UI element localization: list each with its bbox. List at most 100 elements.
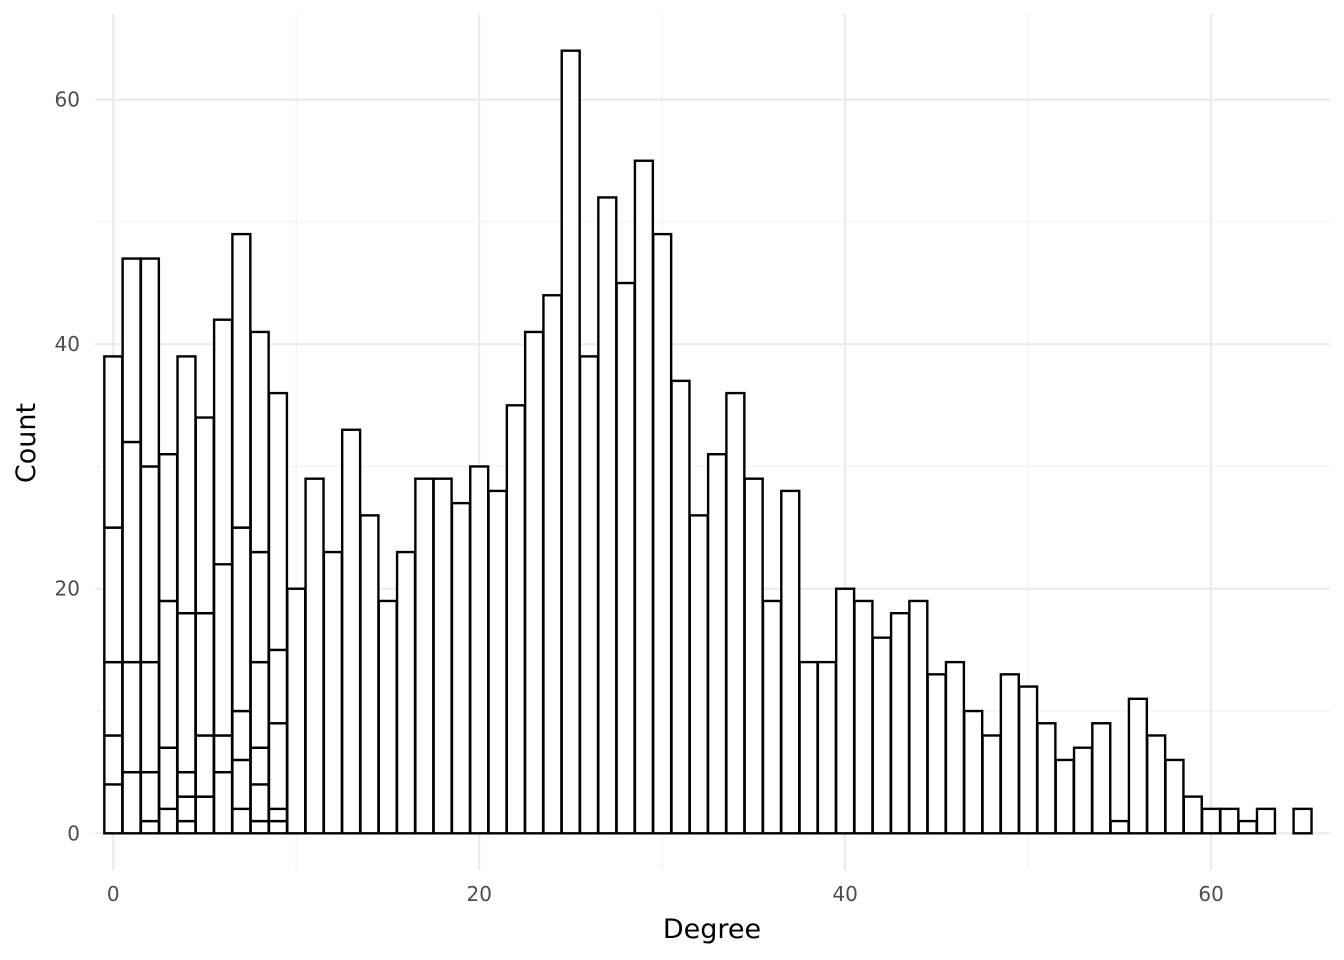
histogram-bar (926, 673, 947, 835)
histogram-bar-segment (212, 563, 234, 737)
histogram-bar-segment (194, 734, 215, 798)
histogram-bar (944, 660, 966, 835)
histogram-bar (963, 709, 984, 835)
histogram-bar (743, 477, 764, 835)
histogram-bar (542, 294, 563, 835)
histogram-bar-segment (212, 734, 234, 774)
histogram-bar (706, 453, 728, 835)
histogram-bar-segment (267, 391, 289, 652)
histogram-bar-segment (121, 257, 142, 444)
histogram-bar-segment (139, 465, 161, 664)
y-tick-label: 0 (67, 821, 80, 845)
histogram-bar (1072, 746, 1094, 835)
histogram-bar-segment (158, 599, 179, 749)
y-tick-label: 20 (55, 577, 80, 601)
x-tick-labels: 0 20 40 60 (107, 882, 1224, 906)
histogram-bar (853, 599, 874, 835)
histogram-bar (834, 587, 856, 835)
histogram-bar-segment (194, 795, 215, 835)
histogram-bar (1219, 807, 1240, 835)
histogram-bar (999, 673, 1020, 835)
histogram-bar-segment (267, 722, 289, 811)
histogram-bar (578, 355, 600, 835)
y-tick-labels: 0 20 40 60 (55, 88, 80, 846)
x-tick-label: 60 (1198, 882, 1223, 906)
histogram-bar (322, 550, 344, 835)
histogram-bar (487, 489, 508, 835)
bars-group (103, 49, 1313, 835)
histogram-bar (505, 404, 526, 835)
histogram-bar-segment (139, 770, 161, 823)
y-tick-label: 40 (55, 332, 80, 356)
histogram-bar-segment (231, 758, 252, 811)
histogram-bar-segment (176, 819, 197, 835)
histogram-bar-segment (103, 734, 124, 786)
histogram-bar (688, 514, 709, 835)
histogram-bar-segment (158, 453, 179, 603)
histogram-bar-segment (121, 440, 142, 664)
x-tick-label: 40 (832, 882, 857, 906)
histogram-bar (469, 465, 490, 835)
histogram-bar (1017, 685, 1039, 835)
histogram-bar (725, 391, 746, 835)
histogram-bar-segment (212, 770, 234, 835)
histogram-bar-segment (194, 416, 215, 615)
histogram-bar (1054, 758, 1075, 835)
histogram-bar (359, 514, 380, 835)
x-tick-label: 20 (466, 882, 491, 906)
histogram-bar (1127, 697, 1149, 835)
histogram-bar (1091, 722, 1112, 835)
histogram-bar-segment (231, 709, 252, 762)
histogram-bar (889, 612, 911, 835)
histogram-bar-segment (249, 783, 270, 823)
histogram-bar (615, 281, 636, 835)
y-tick-label: 60 (55, 88, 80, 112)
histogram-bar-segment (249, 746, 270, 786)
histogram-bar (1036, 722, 1057, 835)
histogram-bar-segment (103, 783, 124, 835)
histogram-bar (908, 599, 929, 835)
histogram-bar (597, 196, 618, 835)
histogram-bar (523, 330, 545, 835)
histogram-bar (414, 477, 435, 835)
histogram-bar (816, 660, 838, 835)
y-axis-title: Count (11, 403, 42, 483)
histogram-bar (1182, 795, 1203, 835)
histogram-bar (633, 159, 655, 835)
histogram-bar (1146, 734, 1167, 835)
histogram-bar-segment (267, 819, 289, 835)
histogram-bar (871, 636, 892, 835)
histogram-bar-segment (158, 746, 179, 811)
histogram-bar-segment (212, 318, 234, 566)
x-axis-title: Degree (663, 914, 761, 945)
histogram-bar (1237, 819, 1258, 835)
histogram-bar (286, 587, 307, 835)
histogram-bar-segment (231, 526, 252, 713)
histogram-bar (304, 477, 325, 835)
histogram-bar-segment (103, 355, 124, 529)
histogram-bar-segment (267, 648, 289, 725)
histogram-bar (1255, 807, 1277, 835)
histogram-bar-segment (249, 660, 270, 749)
histogram-bar (340, 428, 362, 835)
histogram-bar (1109, 819, 1130, 835)
histogram-bar-segment (249, 330, 270, 554)
histogram-bar (560, 49, 581, 835)
histogram-bar-segment (121, 660, 142, 774)
histogram-bar (652, 232, 673, 835)
histogram-bar-segment (176, 355, 197, 615)
histogram-bar-segment (176, 612, 197, 774)
histogram-bar-segment (194, 612, 215, 737)
histogram-bar-segment (176, 795, 197, 823)
histogram-bar (761, 599, 783, 835)
histogram-bar-segment (139, 819, 161, 835)
histogram-bar-segment (249, 550, 270, 664)
histogram-bar (432, 477, 453, 835)
histogram-bar (450, 501, 472, 835)
histogram-bar-segment (176, 770, 197, 798)
histogram-bar-segment (139, 660, 161, 774)
x-tick-label: 0 (107, 882, 120, 906)
histogram-bar (395, 550, 417, 835)
histogram-bar (1200, 807, 1222, 835)
